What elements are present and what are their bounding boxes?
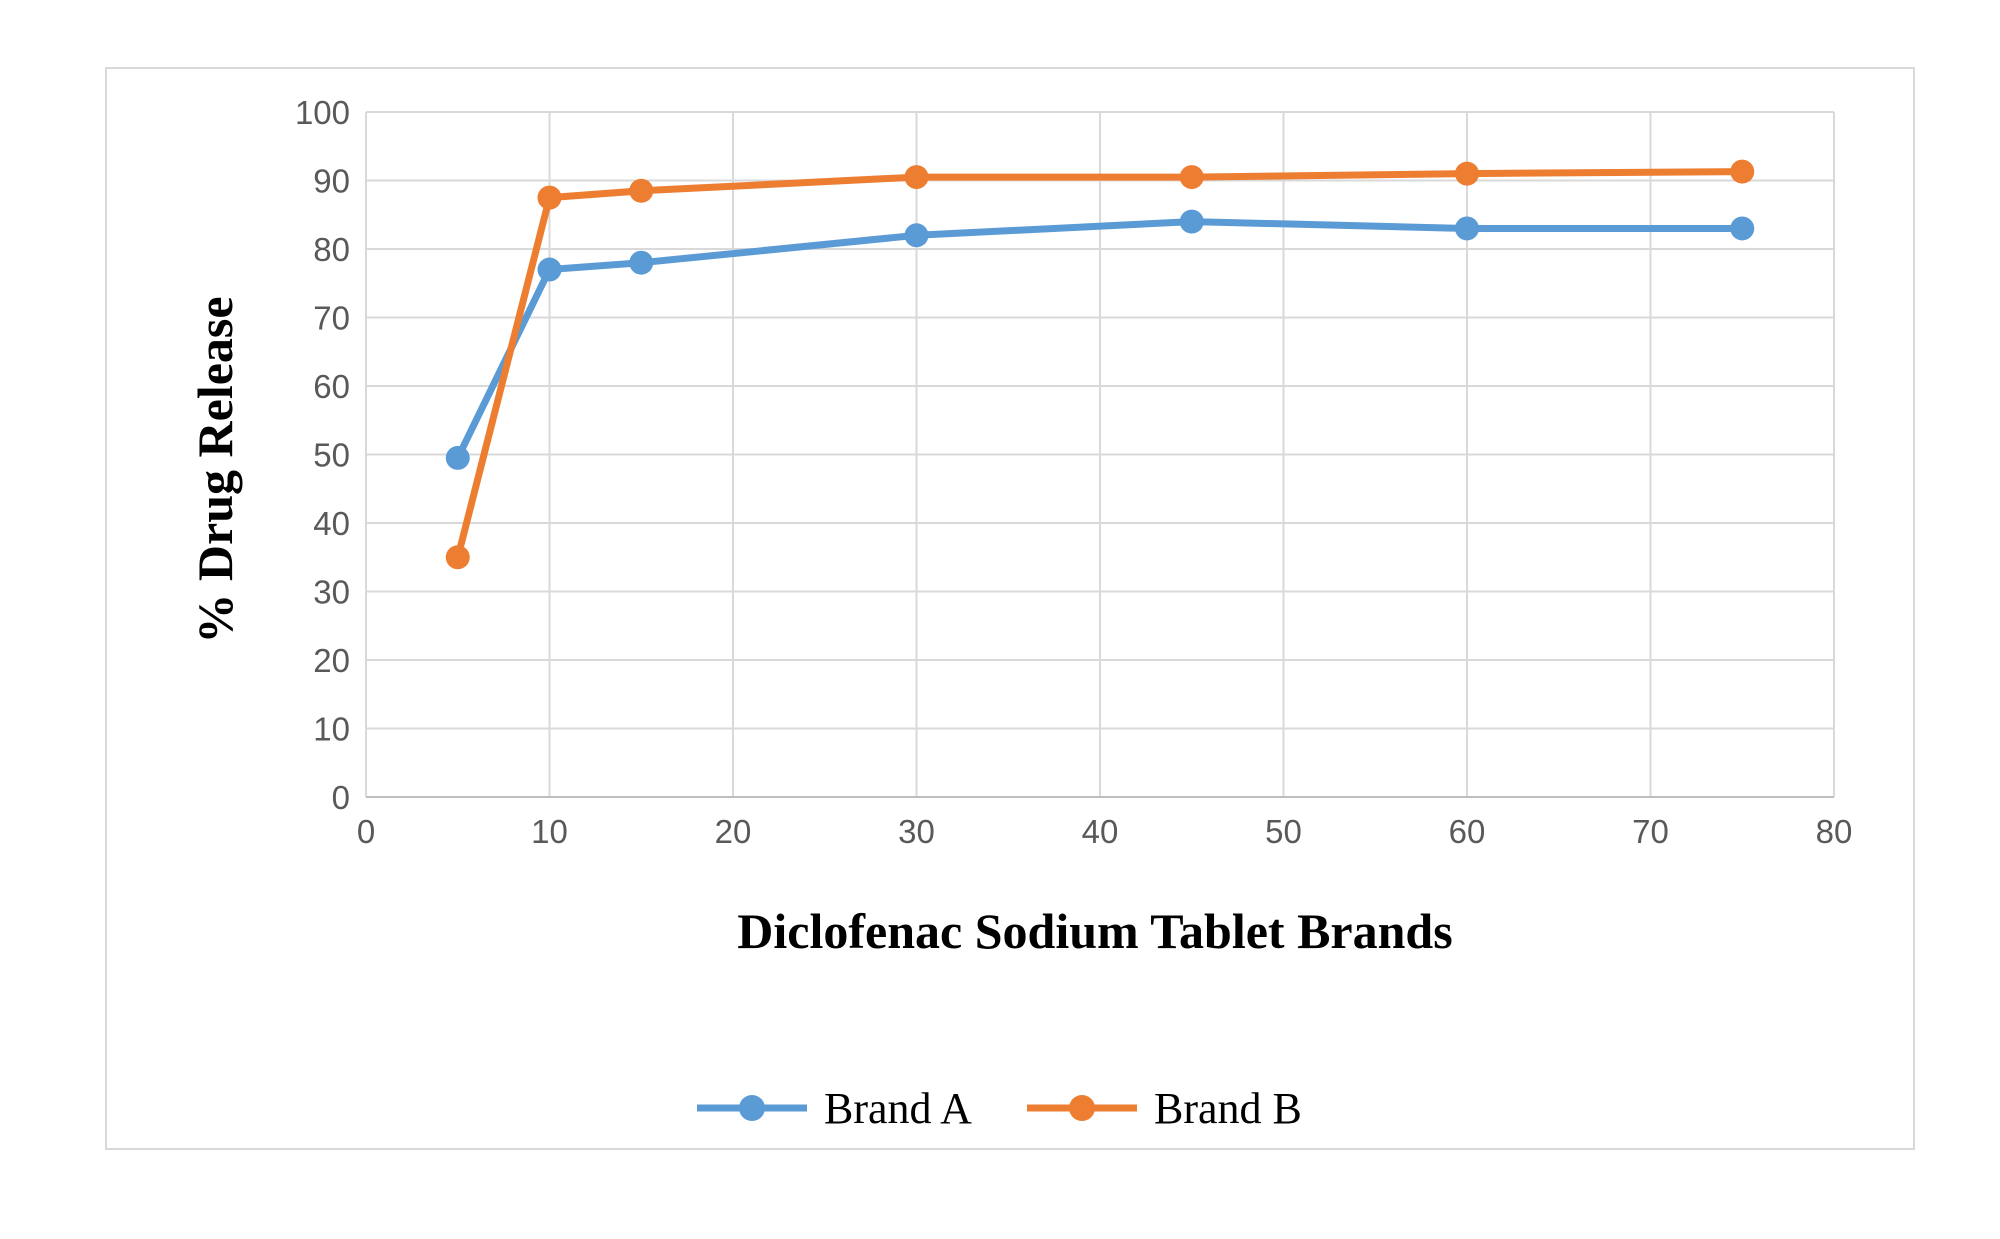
chart-frame xyxy=(105,67,1915,1150)
y-tick-label-90: 90 xyxy=(313,163,350,200)
y-tick-label-30: 30 xyxy=(313,574,350,611)
y-tick-label-80: 80 xyxy=(313,231,350,268)
series xyxy=(445,159,1755,570)
data-point-brand-a-30 xyxy=(904,223,929,248)
legend-marker-brand-b xyxy=(1069,1095,1095,1121)
data-point-brand-b-10 xyxy=(537,185,562,210)
legend-marker-brand-a xyxy=(739,1095,765,1121)
x-tick-label-0: 0 xyxy=(357,813,375,850)
legend-item-brand-b: Brand B xyxy=(1027,1084,1302,1133)
legend: Brand A Brand B xyxy=(697,1084,1302,1133)
x-tick-label-50: 50 xyxy=(1265,813,1302,850)
legend-label-brand-b: Brand B xyxy=(1154,1084,1302,1133)
data-point-brand-b-30 xyxy=(904,165,929,190)
x-tick-label-30: 30 xyxy=(898,813,935,850)
data-point-brand-a-10 xyxy=(537,257,562,282)
x-tick-label-70: 70 xyxy=(1632,813,1669,850)
y-tick-label-70: 70 xyxy=(313,300,350,337)
data-point-brand-a-60 xyxy=(1455,216,1479,241)
y-tick-label-50: 50 xyxy=(313,437,350,474)
data-point-brand-b-60 xyxy=(1455,161,1479,186)
y-axis-title: % Drug Release xyxy=(187,296,243,643)
y-tick-label-20: 20 xyxy=(313,642,350,679)
data-point-brand-b-5 xyxy=(445,545,470,570)
data-point-brand-b-15 xyxy=(629,178,654,203)
x-axis-ticks: 0 10 20 30 40 50 60 70 80 xyxy=(357,813,1853,850)
y-axis-ticks: 0 10 20 30 40 50 60 70 80 90 100 xyxy=(295,94,350,816)
x-tick-label-10: 10 xyxy=(531,813,568,850)
data-point-brand-a-5 xyxy=(445,445,470,470)
x-axis-title: Diclofenac Sodium Tablet Brands xyxy=(737,903,1452,959)
x-tick-label-40: 40 xyxy=(1082,813,1119,850)
y-tick-label-60: 60 xyxy=(313,368,350,405)
data-point-brand-a-15 xyxy=(629,250,654,275)
data-point-brand-b-45 xyxy=(1179,165,1204,190)
y-tick-label-100: 100 xyxy=(295,94,350,131)
y-tick-label-40: 40 xyxy=(313,505,350,542)
y-tick-label-0: 0 xyxy=(332,779,350,816)
data-point-brand-a-75 xyxy=(1730,216,1755,241)
y-tick-label-10: 10 xyxy=(313,711,350,748)
x-tick-label-80: 80 xyxy=(1816,813,1853,850)
x-tick-label-60: 60 xyxy=(1449,813,1486,850)
grid xyxy=(365,111,1835,798)
data-point-brand-b-75 xyxy=(1730,159,1755,184)
legend-item-brand-a: Brand A xyxy=(697,1084,972,1133)
data-point-brand-a-45 xyxy=(1179,209,1204,234)
legend-label-brand-a: Brand A xyxy=(824,1084,972,1133)
x-tick-label-20: 20 xyxy=(715,813,752,850)
